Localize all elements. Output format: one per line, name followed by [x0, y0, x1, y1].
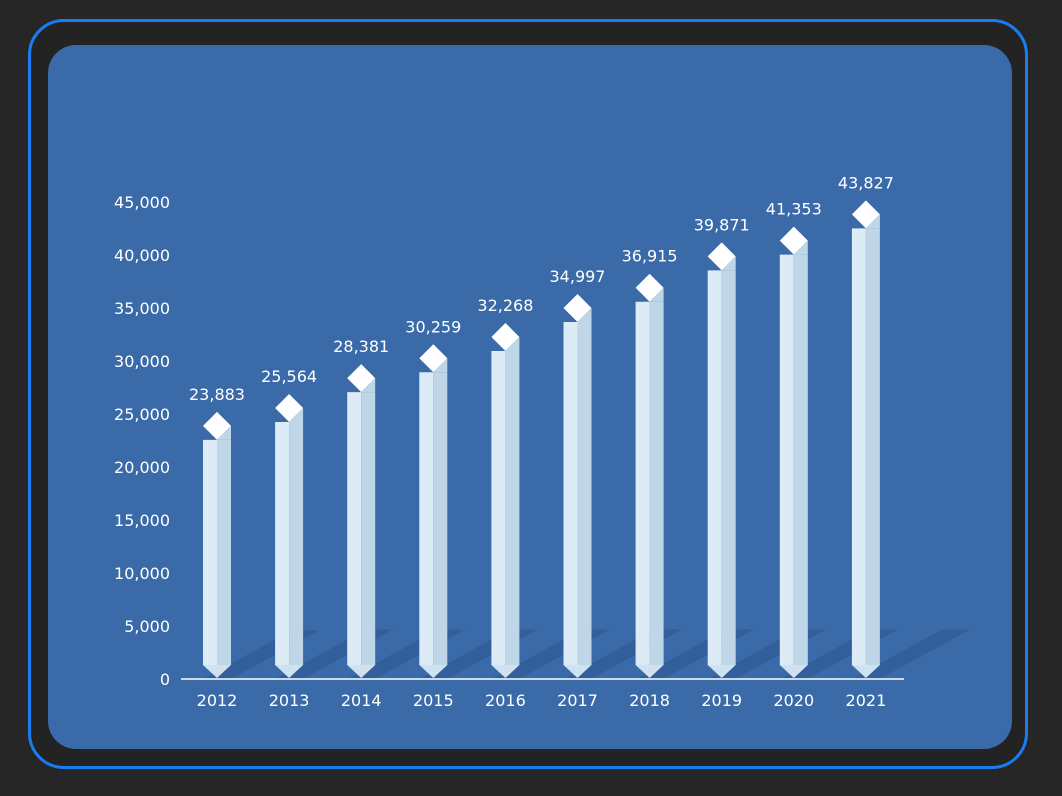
bar: [419, 344, 448, 678]
chart-panel: 0 5,000 10,000 15,000 20,000 25,000 30,000 35,0…: [48, 45, 1012, 749]
x-tick-label: 2018: [629, 691, 670, 710]
y-axis: 0 5,000 10,000 15,000 20,000 25,000 30,000 35,0…: [114, 193, 170, 689]
y-tick-label: 10,000: [114, 564, 170, 583]
data-label: 32,268: [477, 296, 533, 315]
bar-base-point: [347, 665, 376, 678]
bar: [203, 411, 231, 678]
bar-face-left: [563, 322, 578, 671]
y-tick-label: 40,000: [114, 246, 170, 265]
bar-base-point: [203, 665, 231, 678]
bar-base-point: [707, 665, 736, 678]
bar-base-point: [419, 665, 448, 678]
bar-face-right: [505, 350, 520, 671]
bar-face-right: [721, 270, 736, 671]
bar-cap-shade: [217, 425, 231, 440]
bar-face-right: [217, 439, 231, 671]
bar-cap-shade: [433, 358, 448, 373]
bar-face-left: [491, 350, 506, 671]
bar-face-right: [865, 228, 880, 671]
bar-face-left: [203, 439, 217, 671]
bar-cap: [635, 273, 664, 302]
x-tick-label: 2012: [197, 691, 238, 710]
chart-frame: 0 5,000 10,000 15,000 20,000 25,000 30,000 35,0…: [28, 19, 1028, 769]
data-label: 43,827: [838, 173, 894, 192]
x-tick-label: 2016: [485, 691, 526, 710]
data-label: 41,353: [766, 200, 822, 219]
x-tick-label: 2017: [557, 691, 598, 710]
bars: [203, 200, 880, 678]
x-tick-label: 2013: [269, 691, 310, 710]
bar-cap: [491, 322, 520, 351]
bar-face-left: [779, 254, 794, 671]
bar: [563, 294, 592, 678]
y-tick-label: 20,000: [114, 458, 170, 477]
bar-cap-shade: [505, 336, 520, 351]
y-tick-label: 35,000: [114, 299, 170, 318]
bar: [347, 364, 376, 678]
y-tick-label: 25,000: [114, 405, 170, 424]
bar: [851, 200, 880, 678]
x-tick-label: 2019: [701, 691, 742, 710]
bar-face-right: [361, 392, 376, 671]
data-label: 36,915: [622, 247, 678, 266]
bar-face-left: [851, 228, 866, 671]
bar-face-right: [289, 422, 304, 671]
data-label: 34,997: [550, 267, 606, 286]
bar-base-point: [491, 665, 520, 678]
bar: [491, 322, 520, 678]
bar: [635, 273, 664, 678]
bar-face-left: [419, 372, 434, 671]
data-label: 30,259: [405, 317, 461, 336]
y-tick-label: 0: [160, 670, 170, 689]
data-label: 25,564: [261, 367, 317, 386]
bar-face-right: [433, 372, 448, 671]
bar: [707, 242, 736, 678]
bar: [779, 226, 808, 678]
bar-base-point: [563, 665, 592, 678]
x-tick-label: 2021: [846, 691, 887, 710]
bar-base-point: [635, 665, 664, 678]
y-tick-label: 5,000: [124, 617, 170, 636]
bar-cap-shade: [721, 256, 736, 271]
bar: [275, 394, 304, 678]
bar-face-right: [793, 254, 808, 671]
bar-cap-shade: [793, 240, 808, 255]
bar-base-point: [275, 665, 304, 678]
bar-chart: 0 5,000 10,000 15,000 20,000 25,000 30,000 35,0…: [114, 173, 970, 710]
bar-face-left: [635, 301, 650, 671]
x-tick-label: 2014: [341, 691, 382, 710]
bar-shadow: [851, 629, 970, 679]
bar-cap-shade: [289, 408, 304, 423]
bar-face-left: [275, 422, 290, 671]
data-label: 23,883: [189, 385, 245, 404]
bar-cap-shade: [577, 308, 592, 323]
bar-cap-shade: [649, 287, 664, 302]
bar-cap-shade: [865, 214, 880, 229]
bar-face-left: [707, 270, 722, 671]
data-label: 39,871: [694, 215, 750, 234]
x-axis: 2012 2013 2014 2015 2016 2017 2018 2019 2020 2021: [197, 691, 887, 710]
bar-face-right: [649, 301, 664, 671]
data-labels: 23,883 25,564 28,381 30,259 32,268 34,997 36,9…: [189, 173, 894, 403]
y-tick-label: 15,000: [114, 511, 170, 530]
y-tick-label: 45,000: [114, 193, 170, 212]
bar-face-right: [577, 322, 592, 671]
bar-base-point: [779, 665, 808, 678]
bar-face-left: [347, 392, 362, 671]
y-tick-label: 30,000: [114, 352, 170, 371]
x-tick-label: 2015: [413, 691, 454, 710]
bar-base-point: [851, 665, 880, 678]
x-tick-label: 2020: [773, 691, 814, 710]
bar-cap-shade: [361, 378, 376, 393]
data-label: 28,381: [333, 337, 389, 356]
